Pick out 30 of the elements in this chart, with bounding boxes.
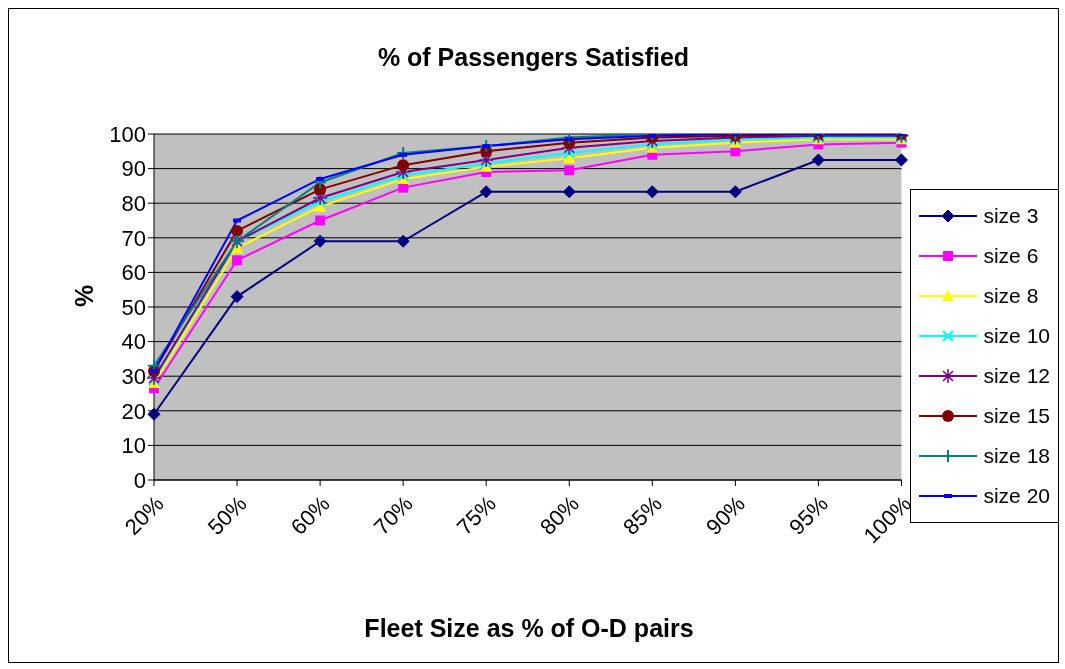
- x-tick-label: 75%: [451, 490, 501, 540]
- x-axis-title: Fleet Size as % of O-D pairs: [363, 614, 695, 643]
- y-axis-title: %: [69, 284, 98, 307]
- legend-label: size 8: [983, 284, 1039, 308]
- x-tick-label: 50%: [202, 490, 252, 540]
- y-tick-label: 50: [121, 294, 146, 320]
- legend-label: size 20: [983, 484, 1050, 508]
- legend-label: size 12: [983, 364, 1050, 388]
- y-tick-label: 20: [121, 398, 146, 424]
- x-tick-label: 80%: [535, 490, 584, 540]
- y-tick-label: 80: [121, 191, 146, 217]
- legend-label: size 15: [983, 404, 1050, 428]
- legend-label: size 10: [983, 324, 1050, 348]
- x-tick-label: 85%: [618, 490, 667, 540]
- y-tick-label: 0: [133, 467, 146, 493]
- x-tick-label: 60%: [285, 490, 335, 540]
- y-tick-label: 40: [121, 329, 146, 355]
- legend-label: size 18: [983, 444, 1050, 468]
- y-tick-label: 60: [121, 260, 146, 286]
- x-tick-label: 95%: [784, 490, 833, 540]
- y-tick-label: 90: [121, 156, 146, 182]
- chart-title: % of Passengers Satisfied: [376, 43, 691, 72]
- y-tick-label: 10: [121, 433, 146, 459]
- x-tick-label: 90%: [701, 490, 750, 540]
- y-tick-label: 100: [109, 121, 146, 147]
- x-tick-label: 70%: [368, 490, 418, 540]
- y-tick-label: 70: [121, 225, 146, 251]
- legend-label: size 3: [983, 204, 1039, 228]
- legend-label: size 6: [983, 244, 1039, 268]
- y-tick-label: 30: [121, 364, 146, 390]
